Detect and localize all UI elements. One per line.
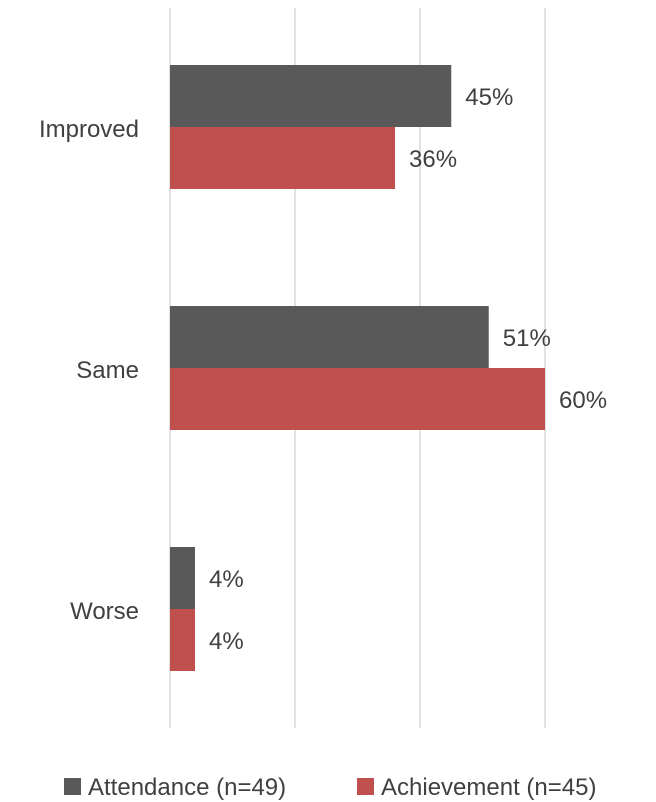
category-label-worse: Worse bbox=[70, 598, 139, 625]
bars bbox=[170, 65, 545, 671]
legend-label-0: Attendance (n=49) bbox=[88, 774, 286, 801]
data-label-same-series-1: 60% bbox=[559, 387, 607, 414]
data-labels: 45% 36% 51% 60% 4% 4% bbox=[209, 84, 607, 655]
category-label-same: Same bbox=[76, 357, 139, 384]
bar-worse-series-0 bbox=[170, 547, 195, 609]
bar-same-series-0 bbox=[170, 306, 489, 368]
bar-same-series-1 bbox=[170, 368, 545, 430]
data-label-worse-series-1: 4% bbox=[209, 628, 244, 655]
bar-improved-series-0 bbox=[170, 65, 452, 127]
category-label-improved: Improved bbox=[39, 116, 139, 143]
data-label-improved-series-1: 36% bbox=[409, 146, 457, 173]
bar-improved-series-1 bbox=[170, 127, 395, 189]
legend: Attendance (n=49) Achievement (n=45) bbox=[64, 774, 596, 801]
legend-label-1: Achievement (n=45) bbox=[381, 774, 596, 801]
data-label-same-series-0: 51% bbox=[503, 325, 551, 352]
bar-worse-series-1 bbox=[170, 609, 195, 671]
data-label-improved-series-0: 45% bbox=[465, 84, 513, 111]
data-label-worse-series-0: 4% bbox=[209, 566, 244, 593]
legend-swatch-1 bbox=[357, 778, 374, 795]
legend-swatch-0 bbox=[64, 778, 81, 795]
category-labels: Improved Same Worse bbox=[39, 116, 139, 625]
